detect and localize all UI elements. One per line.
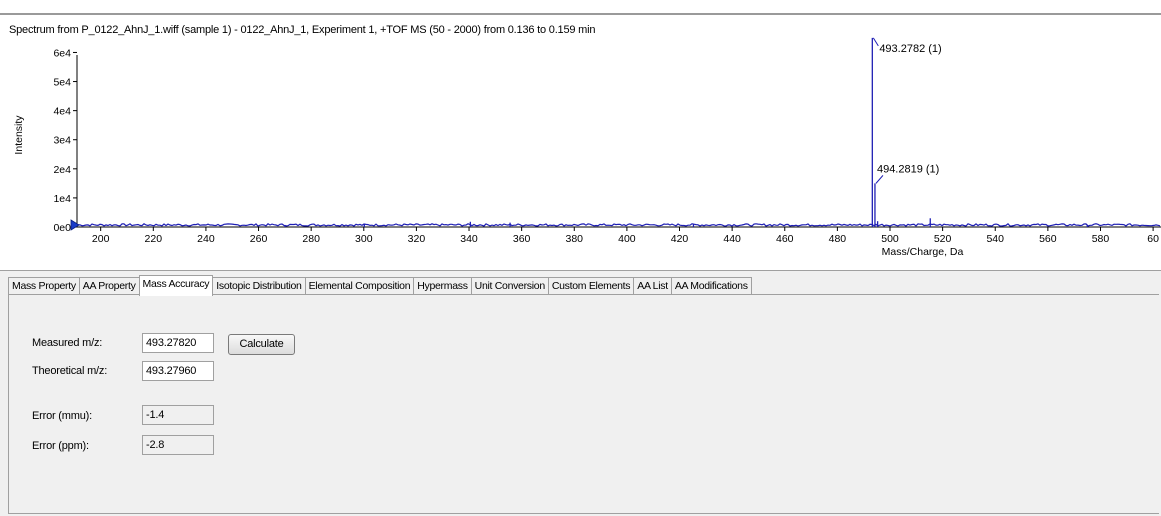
y-tick-label: 0e0 [53,222,71,234]
y-tick-label: 5e4 [53,77,71,89]
x-tick-label: 220 [145,233,163,245]
x-tick-label: 60 [1147,233,1159,245]
x-tick-label: 300 [355,233,373,245]
x-tick-label: 520 [934,233,952,245]
x-axis-label: Mass/Charge, Da [882,246,964,258]
x-tick-label: 360 [513,233,531,245]
x-tick-label: 460 [776,233,794,245]
tab-aa-list[interactable]: AA List [633,277,672,295]
x-tick-label: 240 [197,233,215,245]
spectrum-title: Spectrum from P_0122_AhnJ_1.wiff (sample… [9,24,596,36]
y-tick-label: 3e4 [53,135,71,147]
error-mmu-field: -1.4 [142,405,214,425]
x-tick-label: 580 [1092,233,1110,245]
tab-unit-conversion[interactable]: Unit Conversion [470,277,549,295]
tab-strip: Mass Property AA Property Mass Accuracy Iso… [8,275,752,296]
tab-hypermass[interactable]: Hypermass [413,277,472,295]
peak-label-leader [872,37,879,47]
error-ppm-field: -2.8 [142,435,214,455]
x-tick-label: 200 [92,233,110,245]
x-tick-label: 320 [408,233,426,245]
peak-label: 494.2819 (1) [877,163,939,175]
error-mmu-label: Error (mmu): [32,410,92,422]
x-tick-label: 540 [986,233,1004,245]
peak-label: 493.2782 (1) [879,43,941,55]
tab-mass-accuracy[interactable]: Mass Accuracy [138,275,214,296]
mass-accuracy-tab-body: Measured m/z: 493.27820 Calculate Theore… [8,294,1159,514]
x-tick-label: 400 [618,233,636,245]
y-tick-label: 6e4 [53,47,71,59]
y-tick-label: 2e4 [53,164,71,176]
x-tick-label: 420 [671,233,689,245]
spectrum-baseline [77,222,1161,227]
tab-elemental-composition[interactable]: Elemental Composition [304,277,415,295]
x-tick-label: 560 [1039,233,1057,245]
measured-mz-label: Measured m/z: [32,337,103,349]
tab-aa-property[interactable]: AA Property [78,277,140,295]
theoretical-mz-label: Theoretical m/z: [32,365,108,377]
tab-custom-elements[interactable]: Custom Elements [547,277,635,295]
measured-mz-input[interactable]: 493.27820 [142,333,214,353]
tab-isotopic-distribution[interactable]: Isotopic Distribution [212,277,306,295]
tab-aa-modifications[interactable]: AA Modifications [670,277,752,295]
spectrum-chart[interactable]: 0e0 1e4 2e4 3e4 4e4 5e4 6e4 200 220 240 260 280 300 3… [0,15,1161,270]
x-tick-label: 280 [302,233,320,245]
theoretical-mz-input[interactable]: 493.27960 [142,361,214,381]
spectrum-panel[interactable]: 0e0 1e4 2e4 3e4 4e4 5e4 6e4 200 220 240 260 280 300 3… [0,13,1161,270]
y-axis-label: Intensity [13,115,25,155]
calculator-panel: Mass Property AA Property Mass Accuracy Iso… [0,270,1161,516]
tab-mass-property[interactable]: Mass Property [8,277,80,295]
x-tick-label: 500 [881,233,899,245]
x-tick-label: 480 [829,233,847,245]
x-tick-label: 380 [566,233,584,245]
error-ppm-label: Error (ppm): [32,440,89,452]
peak-label-leader [875,175,884,184]
origin-marker-icon [70,219,80,231]
y-tick-label: 4e4 [53,106,71,118]
calculate-button[interactable]: Calculate [228,334,295,355]
y-tick-label: 1e4 [53,193,71,205]
x-tick-label: 440 [723,233,741,245]
x-tick-label: 260 [250,233,268,245]
x-tick-label: 340 [460,233,478,245]
